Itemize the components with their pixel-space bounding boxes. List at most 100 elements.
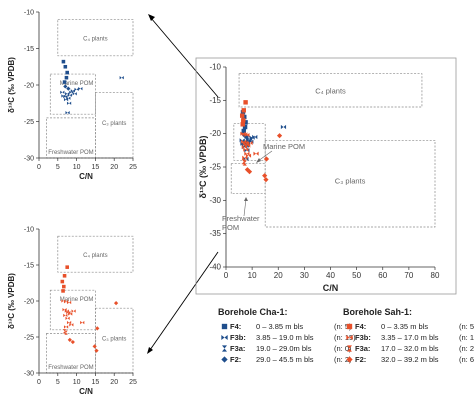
y-tick-label: -15 (209, 96, 221, 105)
legend-range: 3.85 – 19.0 m bls (256, 333, 314, 342)
legend-sah-row: F2: 32.0 – 39.2 m bls (n: 6) (343, 354, 474, 365)
data-point (67, 93, 72, 97)
legend-sah-row: F3a: 17.0 – 32.0 m bls (n: 2) (343, 343, 474, 354)
x-tick-label: 15 (92, 164, 100, 171)
legend-sah-row: F4: 0 – 3.35 m bls (n: 5) (343, 321, 474, 332)
legend-marker-icon (218, 322, 230, 331)
x-tick-label: 5 (56, 164, 60, 171)
data-point (63, 325, 69, 329)
legend-sah-title: Borehole Sah-1: (343, 307, 413, 317)
data-point (66, 310, 71, 315)
data-point (70, 89, 75, 93)
data-point (244, 151, 250, 156)
y-tick-label: -35 (209, 229, 221, 238)
data-point (243, 100, 248, 105)
data-point (64, 330, 68, 335)
data-point (64, 309, 69, 313)
x-tick-label: 10 (73, 164, 81, 171)
region-box (238, 73, 423, 108)
data-point (241, 128, 246, 134)
legend-sah-row: F3b: 3.35 – 17.0 m bls (n: 14) (343, 332, 474, 343)
legend-code: F3b: (355, 333, 371, 342)
region-label: C₃ plants (335, 177, 366, 186)
y-tick-label: -20 (24, 83, 34, 90)
y-tick-label: -20 (24, 299, 34, 306)
data-point (62, 274, 67, 278)
region-label: Freshwater (222, 214, 260, 223)
data-point (244, 132, 250, 138)
data-point (62, 307, 67, 312)
region-box (230, 163, 266, 195)
legend-code: F3a: (355, 344, 371, 353)
x-axis-label: C/N (323, 283, 339, 293)
legend-cha-row: F2: 29.0 – 45.5 m bls (n: 2) (218, 354, 356, 365)
legend-range: 3.35 – 17.0 m bls (381, 333, 439, 342)
data-point (242, 132, 248, 137)
legend-code: F4: (230, 322, 242, 331)
data-point (92, 344, 97, 349)
data-point (246, 169, 253, 175)
data-point (61, 289, 65, 293)
data-point (247, 140, 253, 146)
region-label: Marine POM (60, 81, 94, 87)
legend-marker-icon (343, 344, 355, 353)
y-tick-label: -15 (24, 46, 34, 53)
legend-range: 29.0 – 45.5 m bls (256, 355, 314, 364)
data-point (241, 118, 246, 123)
x-tick-label: 80 (431, 271, 440, 280)
region-label: Marine POM (263, 142, 305, 151)
legend-count: (n: 0) (334, 344, 352, 353)
legend-sah: Borehole Sah-1: F4:0 – 3.35 m bls(n: 5)F… (343, 307, 474, 365)
x-tick-label: 10 (248, 271, 257, 280)
data-point (252, 134, 258, 140)
data-point (72, 92, 77, 96)
data-point (241, 144, 247, 150)
callout-arrowhead (244, 197, 248, 201)
x-tick-label: 20 (110, 379, 118, 386)
data-point (80, 320, 85, 325)
legend-marker-icon (343, 333, 355, 342)
data-point (78, 86, 83, 91)
y-axis-label: δ¹³C (‰ VPDB) (198, 136, 208, 199)
data-point (65, 316, 70, 320)
region-label: Freshwater POM (48, 365, 93, 371)
data-point (61, 59, 66, 64)
data-point (71, 309, 76, 313)
data-point (60, 90, 65, 94)
x-tick-label: 5 (56, 379, 60, 386)
x-tick-label: 15 (92, 379, 100, 386)
y-tick-label: -25 (209, 163, 221, 172)
y-tick-label: -25 (24, 119, 34, 126)
legend-range: 0 – 3.35 m bls (381, 322, 429, 331)
data-point (67, 337, 72, 342)
data-point (66, 320, 72, 325)
legend-marker-icon (218, 333, 230, 342)
connector-arrow-bottom (149, 251, 219, 351)
region-label: C₃ plants (102, 337, 126, 343)
callout-arrowhead (256, 158, 261, 163)
data-point (68, 312, 73, 316)
data-point (63, 313, 68, 318)
data-point (245, 153, 252, 158)
data-point (66, 96, 71, 100)
data-point (241, 108, 246, 113)
y-tick-label: -10 (209, 63, 221, 72)
y-tick-label: -30 (24, 371, 34, 378)
y-axis-label: δ¹³C (‰ VPDB) (7, 273, 16, 329)
data-point (280, 124, 287, 130)
data-point (276, 133, 283, 139)
data-point (94, 348, 99, 353)
region-label: Freshwater POM (48, 150, 93, 156)
data-point (69, 323, 74, 327)
x-tick-label: 0 (224, 271, 229, 280)
legend-cha-row: F4: 0 – 3.85 m bls (n: 5) (218, 321, 356, 332)
y-tick-label: -30 (24, 156, 34, 163)
data-point (95, 326, 100, 331)
data-point (263, 177, 269, 183)
connector-arrow-top (150, 17, 219, 98)
data-point (63, 84, 68, 89)
data-point (60, 279, 65, 284)
x-tick-label: 25 (129, 164, 137, 171)
connector-arrowhead-bottom (147, 347, 153, 354)
legend-cha-row: F3b: 3.85 – 19.0 m bls (n: 15) (218, 332, 356, 343)
